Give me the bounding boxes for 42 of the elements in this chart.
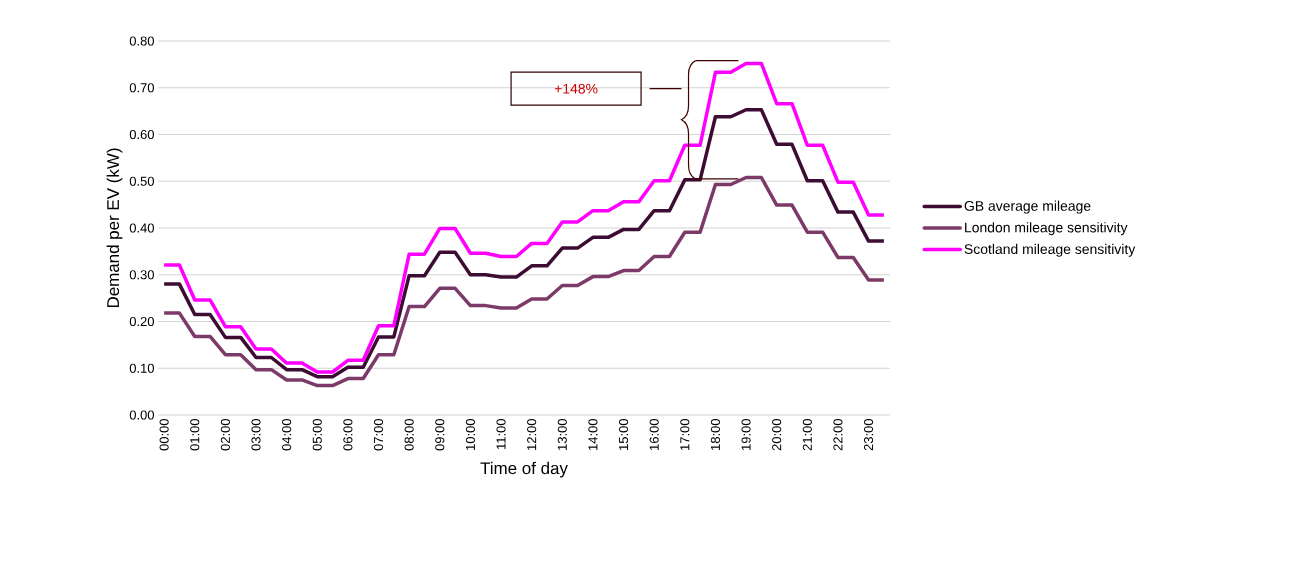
legend-label: Scotland mileage sensitivity [964, 243, 1136, 257]
y-axis-title: Demand per EV (kW) [106, 148, 123, 308]
x-tick-label: 02:00 [220, 419, 230, 451]
x-tick-label: 21:00 [802, 419, 812, 451]
y-tick-label: 0.10 [129, 363, 154, 373]
y-tick-label: 0.80 [129, 36, 154, 46]
x-tick-label: 01:00 [190, 419, 200, 451]
line-series [162, 107, 886, 379]
y-tick-label: 0.00 [129, 410, 154, 420]
x-tick-label: 17:00 [680, 419, 690, 450]
legend-label: GB average mileage [964, 200, 1091, 214]
x-tick-label: 14:00 [588, 419, 598, 450]
y-tick-label: 0.50 [129, 176, 154, 186]
x-tick-label: 12:00 [527, 419, 537, 450]
line-series [162, 61, 886, 374]
y-tick-label: 0.40 [129, 223, 154, 233]
y-tick-label: 0.70 [129, 83, 154, 93]
x-tick-label: 15:00 [618, 419, 629, 450]
x-tick-label: 06:00 [343, 419, 353, 451]
y-tick-label: 0.60 [129, 129, 154, 140]
x-tick-label: 23:00 [863, 419, 874, 451]
x-tick-label: 11:00 [496, 419, 506, 449]
x-tick-label: 16:00 [649, 419, 659, 450]
x-tick-label: 18:00 [710, 419, 721, 450]
y-tick-label: 0.30 [129, 270, 154, 280]
x-tick-label: 19:00 [741, 419, 751, 450]
x-tick-label: 09:00 [435, 419, 445, 451]
x-tick-label: 07:00 [373, 419, 384, 451]
legend-label: London mileage sensitivity [965, 222, 1128, 236]
x-tick-label: 04:00 [282, 419, 292, 451]
line-series [162, 175, 886, 388]
x-tick-label: 22:00 [833, 419, 843, 451]
y-tick-label: 0.20 [129, 316, 154, 327]
x-tick-label: 10:00 [465, 419, 475, 450]
x-tick-label: 13:00 [557, 419, 567, 450]
x-tick-label: 03:00 [251, 419, 261, 451]
x-tick-label: 20:00 [772, 419, 782, 451]
x-tick-label: 00:00 [159, 419, 169, 451]
annotation: +148% [554, 83, 598, 94]
x-tick-label: 05:00 [312, 419, 322, 451]
x-tick-label: 08:00 [404, 419, 414, 451]
x-axis-title: Time of day [480, 461, 568, 478]
